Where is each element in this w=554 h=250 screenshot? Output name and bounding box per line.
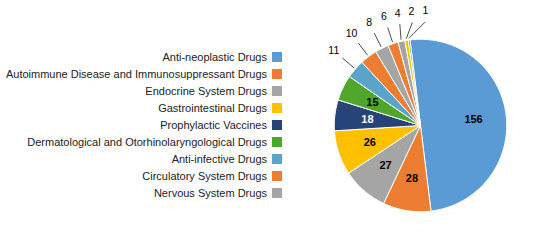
svg-text:4: 4: [395, 7, 401, 19]
svg-text:10: 10: [346, 27, 358, 39]
svg-text:11: 11: [328, 44, 339, 56]
html-text:Gastrointestinal Drugs: Gastrointestinal Drugs: [158, 101, 267, 114]
html-text:Nervous System Drugs: Nervous System Drugs: [153, 186, 267, 199]
svg-text:156: 156: [464, 113, 482, 125]
svg-text:2: 2: [409, 5, 415, 17]
svg-text:26: 26: [364, 136, 376, 148]
svg-text:6: 6: [381, 10, 387, 22]
html-text:Anti-infective Drugs: Anti-infective Drugs: [171, 152, 267, 165]
svg-text:28: 28: [406, 172, 418, 184]
html-text:Anti-neoplastic Drugs: Anti-neoplastic Drugs: [162, 50, 267, 63]
svg-text:8: 8: [366, 16, 372, 28]
html-text:Circulatory System Drugs: Circulatory System Drugs: [142, 169, 267, 182]
html-text:Dermatological and Otorhinolar: Dermatological and Otorhinolaryngologica…: [27, 135, 267, 148]
html-text:Endocrine System Drugs: Endocrine System Drugs: [145, 84, 267, 97]
svg-text:18: 18: [361, 113, 373, 125]
svg-text:27: 27: [379, 159, 391, 171]
svg-text:1: 1: [423, 4, 429, 16]
html-text:Prophylactic Vaccines: Prophylactic Vaccines: [160, 118, 267, 131]
svg-text:15: 15: [366, 96, 378, 108]
html-text:Autoimmune Disease and Immunos: Autoimmune Disease and Immunosuppressant…: [5, 67, 267, 80]
